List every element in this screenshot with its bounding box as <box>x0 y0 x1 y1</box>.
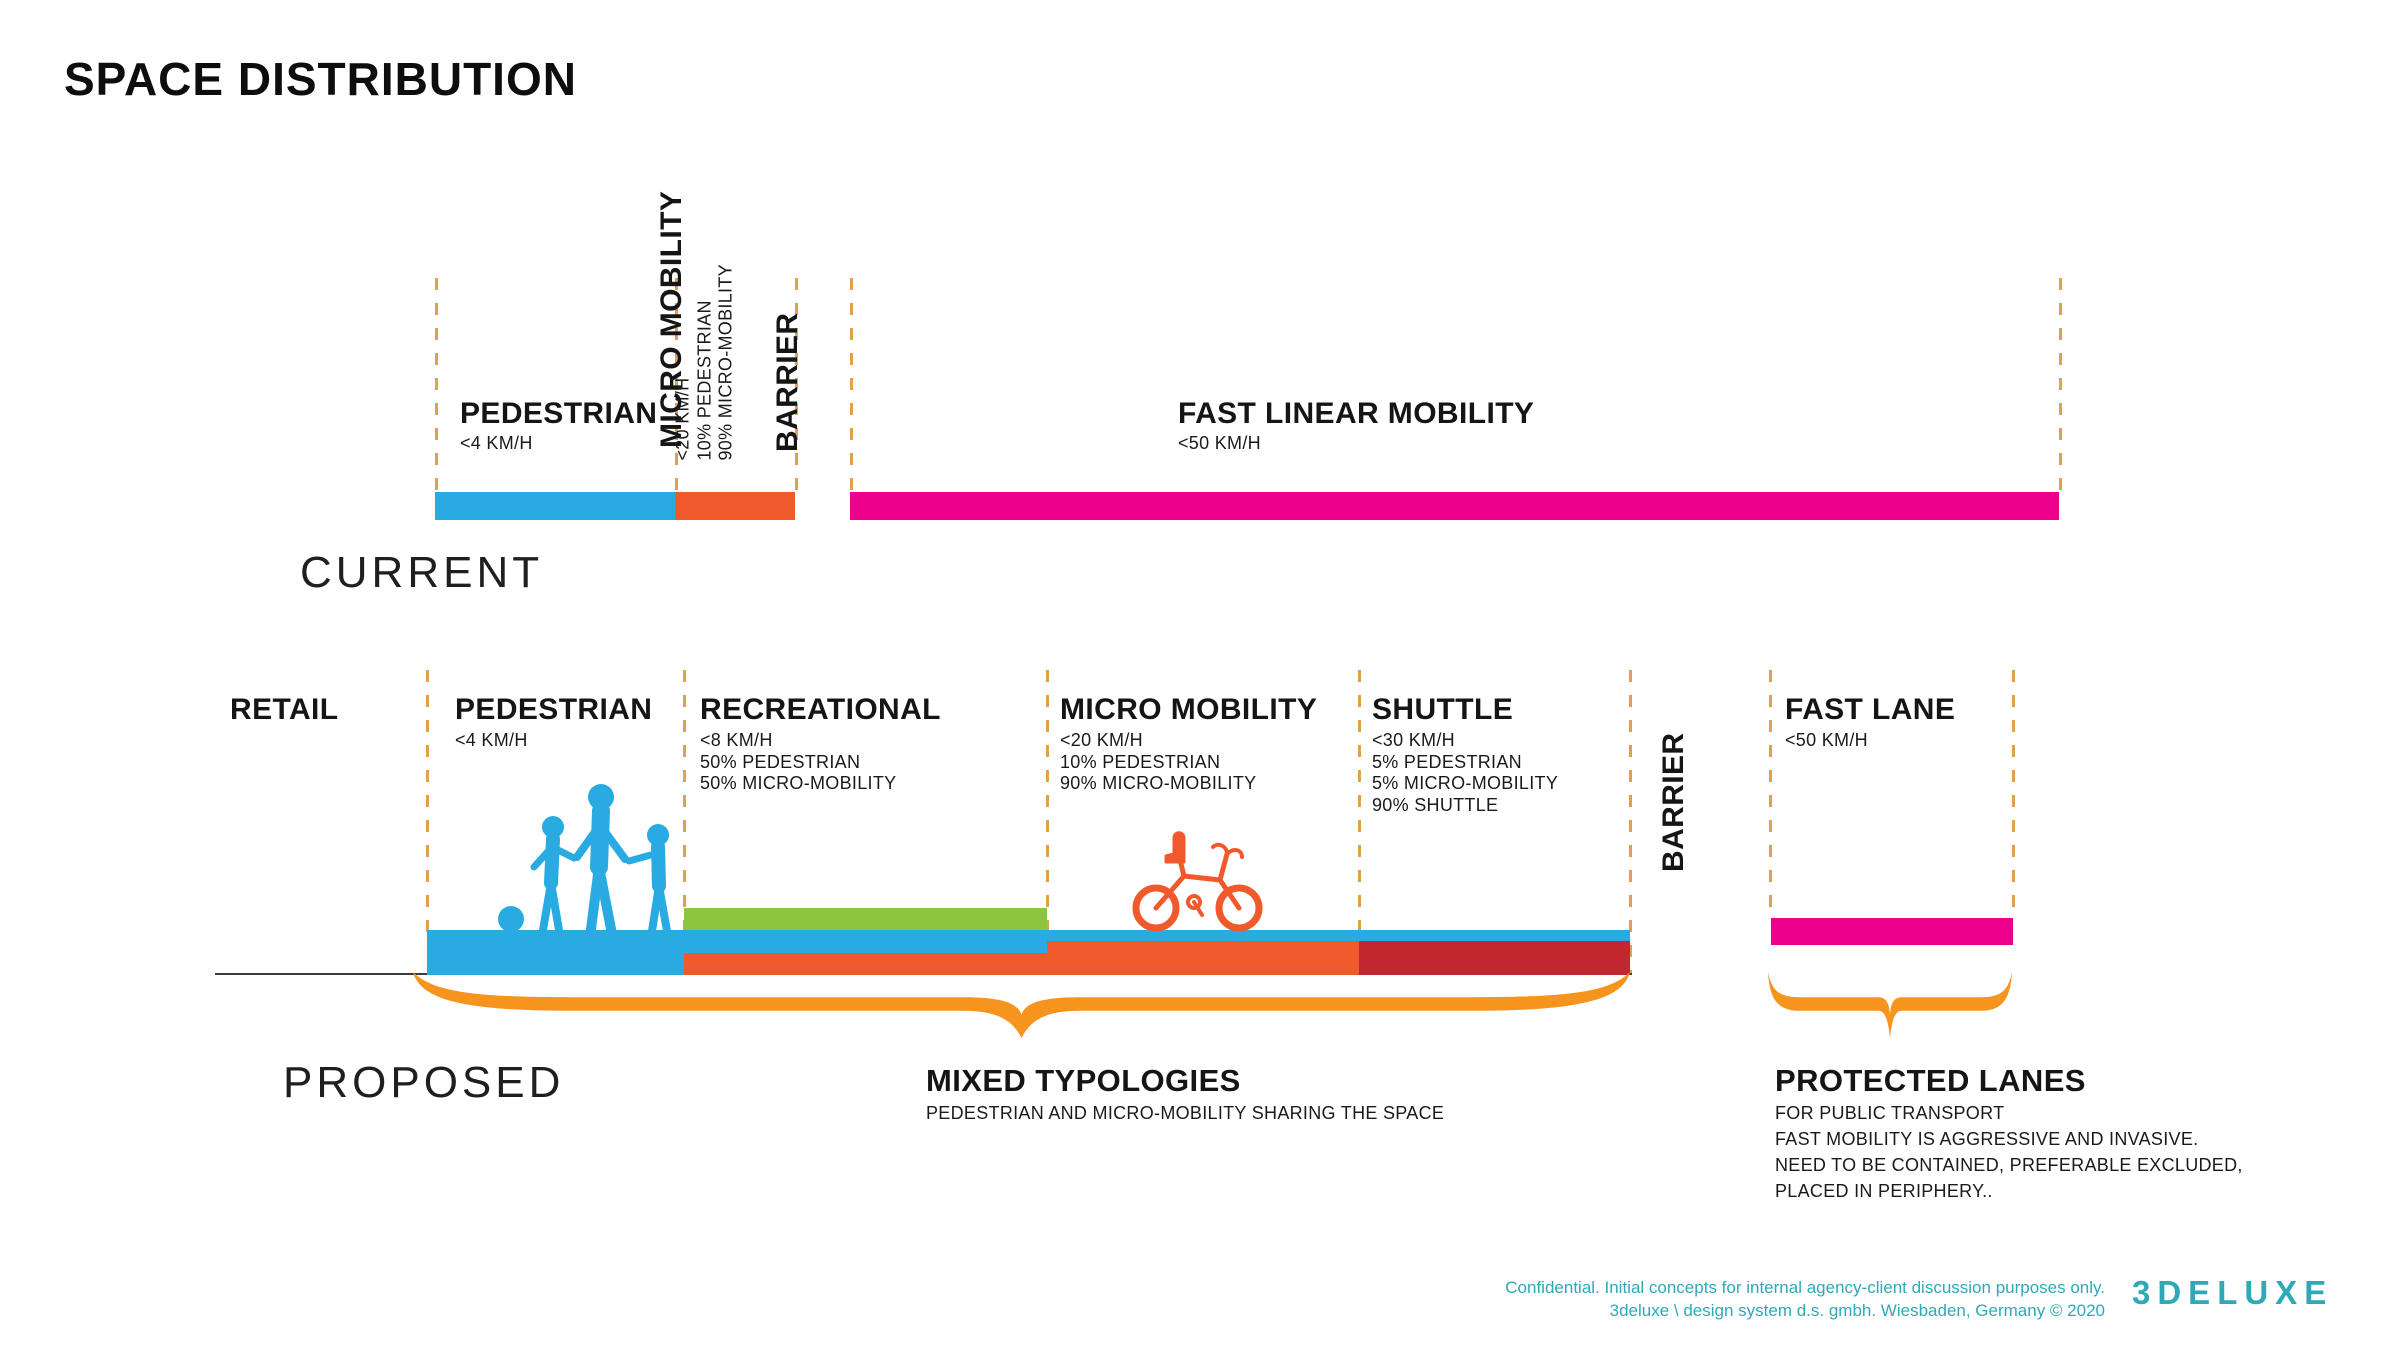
current-micro-mobility-bar <box>675 492 795 520</box>
proposed-recreational-detail: 50% MICRO-MOBILITY <box>700 773 897 793</box>
protected-lanes-line: PLACED IN PERIPHERY.. <box>1775 1181 1993 1201</box>
proposed-recreational-bar-orange <box>684 953 1047 975</box>
proposed-recreational-label: RECREATIONAL <box>700 693 941 726</box>
current-fast-linear-mobility-label: FAST LINEAR MOBILITY <box>1178 397 1535 430</box>
micro-mobility-bike-icon <box>1132 831 1263 932</box>
protected-lanes-line: FOR PUBLIC TRANSPORT <box>1775 1103 2005 1123</box>
pedestrian-family-silhouette-icon <box>498 784 671 932</box>
proposed-retail-label: RETAIL <box>230 693 339 726</box>
page-title: SPACE DISTRIBUTION <box>64 53 577 105</box>
proposed-boundary-line <box>2012 670 2015 916</box>
company-logo: 3DELUXE <box>2132 1274 2334 1311</box>
confidentiality-note: Confidential. Initial concepts for inter… <box>1505 1276 2105 1322</box>
proposed-barrier-label: BARRIER <box>1657 732 1690 872</box>
proposed-recreational-bar-blue <box>684 930 1047 953</box>
current-micro-detail: 90% MICRO-MOBILITY <box>715 264 736 461</box>
current-boundary-line <box>795 278 798 490</box>
proposed-recreational-details: <8 KM/H 50% PEDESTRIAN 50% MICRO-MOBILIT… <box>700 730 896 795</box>
mixed-typologies-title: MIXED TYPOLOGIES <box>926 1063 1241 1098</box>
proposed-shuttle-detail: 5% PEDESTRIAN <box>1372 751 1522 772</box>
proposed-shuttle-label: SHUTTLE <box>1372 693 1514 726</box>
proposed-micro-speed: <20 KM/H <box>1060 730 1143 750</box>
proposed-recreational-speed: <8 KM/H <box>700 730 773 750</box>
mixed-typologies-brace <box>413 971 1630 1038</box>
proposed-pedestrian-speed: <4 KM/H <box>455 730 528 750</box>
proposed-boundary-line <box>1629 670 1632 975</box>
proposed-shuttle-details: <30 KM/H 5% PEDESTRIAN 5% MICRO-MOBILITY… <box>1372 730 1558 816</box>
proposed-shuttle-bar-blue-stripe <box>1359 930 1630 941</box>
proposed-pedestrian-bar <box>427 930 684 975</box>
current-section-label: CURRENT <box>300 548 544 597</box>
current-micro-mobility-details: <20 KM/H 10% PEDESTRIAN 90% MICRO-MOBILI… <box>673 264 738 460</box>
proposed-boundary-line <box>426 670 429 940</box>
proposed-boundary-line <box>1046 670 1049 940</box>
protected-lanes-brace <box>1768 971 2012 1038</box>
proposed-micro-bar <box>1047 941 1359 975</box>
current-micro-speed: <20 KM/H <box>672 377 693 461</box>
copyright-line: 3deluxe \ design system d.s. gmbh. Wiesb… <box>1609 1301 2105 1320</box>
proposed-shuttle-detail: 90% SHUTTLE <box>1372 794 1499 815</box>
proposed-section-label: PROPOSED <box>283 1058 565 1107</box>
current-micro-detail: 10% PEDESTRIAN <box>694 300 714 461</box>
protected-lanes-title: PROTECTED LANES <box>1775 1063 2086 1098</box>
current-boundary-line <box>850 278 853 490</box>
proposed-recreational-detail: 50% PEDESTRIAN <box>700 751 861 772</box>
protected-lanes-line: NEED TO BE CONTAINED, PREFERABLE EXCLUDE… <box>1775 1155 2243 1175</box>
current-boundary-line <box>675 278 678 490</box>
current-fast-linear-mobility-bar <box>850 492 2059 520</box>
mixed-typologies-subtitle: PEDESTRIAN AND MICRO-MOBILITY SHARING TH… <box>926 1103 1445 1123</box>
current-boundary-line <box>2059 278 2062 490</box>
current-barrier-label: BARRIER <box>771 312 804 452</box>
proposed-fast-lane-bar <box>1771 918 2013 945</box>
proposed-micro-bar-blue-stripe <box>1047 930 1359 941</box>
proposed-micro-detail: 90% MICRO-MOBILITY <box>1060 773 1257 793</box>
current-pedestrian-label: PEDESTRIAN <box>460 397 658 430</box>
proposed-shuttle-speed: <30 KM/H <box>1372 730 1455 750</box>
proposed-shuttle-bar <box>1359 941 1630 975</box>
proposed-pedestrian-label: PEDESTRIAN <box>455 693 653 726</box>
current-fast-speed: <50 KM/H <box>1178 433 1261 453</box>
proposed-fast-lane-label: FAST LANE <box>1785 693 1956 726</box>
proposed-boundary-line <box>1769 670 1772 916</box>
protected-lanes-text: FOR PUBLIC TRANSPORT FAST MOBILITY IS AG… <box>1775 1100 2243 1204</box>
proposed-micro-details: <20 KM/H 10% PEDESTRIAN 90% MICRO-MOBILI… <box>1060 730 1256 795</box>
current-pedestrian-bar <box>435 492 675 520</box>
current-boundary-line <box>435 278 438 490</box>
confidentiality-line: Confidential. Initial concepts for inter… <box>1505 1278 2105 1297</box>
current-pedestrian-speed: <4 KM/H <box>460 433 533 453</box>
proposed-recreational-bar-green <box>684 908 1047 930</box>
proposed-micro-mobility-label: MICRO MOBILITY <box>1060 693 1318 726</box>
proposed-micro-detail: 10% PEDESTRIAN <box>1060 751 1221 772</box>
proposed-boundary-line <box>683 670 686 940</box>
proposed-shuttle-detail: 5% MICRO-MOBILITY <box>1372 773 1559 793</box>
protected-lanes-line: FAST MOBILITY IS AGGRESSIVE AND INVASIVE… <box>1775 1129 2199 1149</box>
proposed-boundary-line <box>1358 670 1361 940</box>
proposed-fast-lane-speed: <50 KM/H <box>1785 730 1868 750</box>
